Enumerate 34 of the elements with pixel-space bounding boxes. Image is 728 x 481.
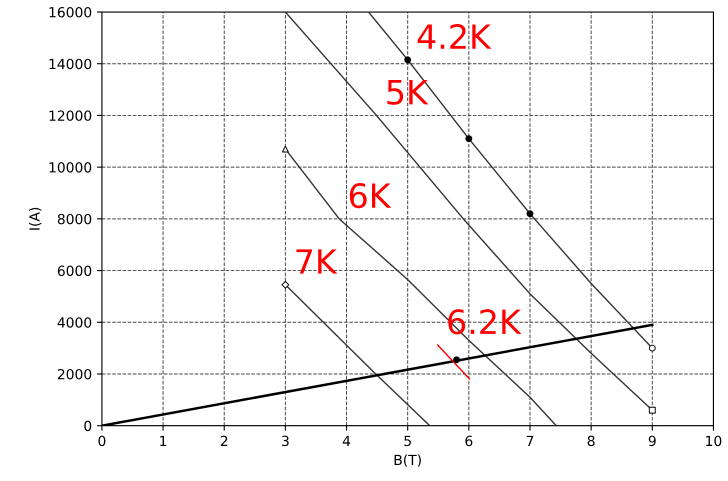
- y-tick-label: 2000: [58, 368, 92, 380]
- x-tick-label: 2: [220, 436, 228, 446]
- point: [282, 146, 289, 152]
- annotation: 7K: [296, 249, 338, 274]
- x-tick-label: 10: [706, 436, 722, 446]
- y-tick-label: 4000: [58, 317, 92, 328]
- annotation: 4.2K: [418, 24, 492, 49]
- point: [648, 344, 656, 352]
- point: [465, 135, 472, 142]
- y-axis-title: I(A): [29, 208, 42, 230]
- y-tick-label: 10000: [50, 162, 92, 173]
- x-tick-label: 5: [404, 436, 411, 446]
- x-tick-label: 3: [282, 436, 289, 446]
- x-tick-label: 9: [648, 436, 656, 446]
- x-tick-label: 6: [465, 436, 472, 446]
- annotation: 6K: [350, 183, 392, 208]
- x-axis-title: B(T): [394, 454, 421, 467]
- point: [648, 406, 656, 414]
- x-tick-label: 4: [342, 436, 350, 446]
- y-tick-label: 12000: [50, 110, 92, 121]
- y-tick-label: 6000: [58, 266, 92, 276]
- point: [281, 280, 290, 289]
- y-tick-label: 16000: [50, 6, 92, 18]
- point: [404, 56, 412, 64]
- annotation: 5K: [387, 80, 429, 105]
- point: [453, 356, 460, 364]
- y-tick-label: 14000: [50, 58, 92, 70]
- x-tick-label: 8: [588, 436, 595, 446]
- x-tick-label: 0: [98, 436, 106, 446]
- y-tick-label: 0: [84, 420, 92, 432]
- x-tick-label: 1: [160, 436, 166, 446]
- y-tick-label: 8000: [58, 214, 92, 224]
- point: [526, 210, 534, 218]
- x-tick-label: 7: [526, 436, 534, 446]
